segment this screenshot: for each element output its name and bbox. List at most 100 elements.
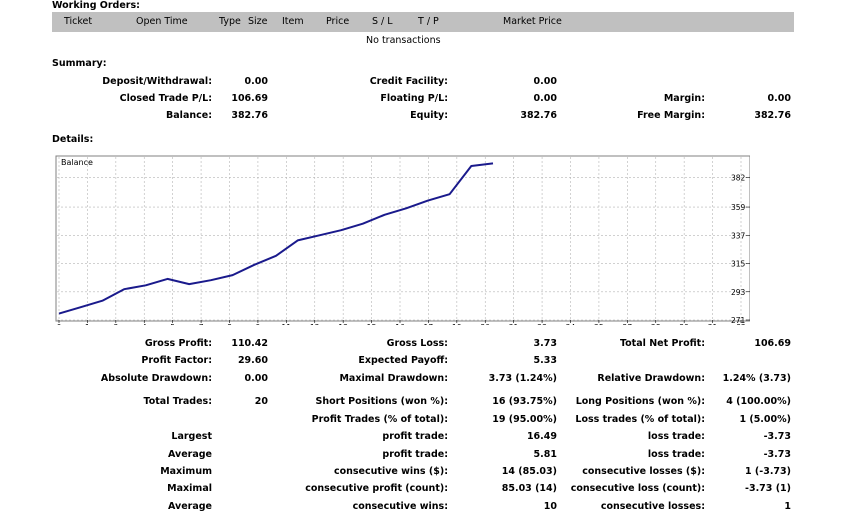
summary-label: Deposit/Withdrawal:: [102, 76, 212, 87]
chart-title: Balance: [61, 158, 93, 167]
stat-value: 1 (-3.73): [745, 466, 791, 477]
x-tick-label: 31: [708, 323, 718, 325]
x-tick-label: 13: [338, 323, 348, 325]
summary-value: 0.00: [244, 76, 268, 87]
stat-value: 14 (85.03): [501, 466, 557, 477]
balance-chart: Balance 01345789111213151617192021232425…: [55, 155, 750, 325]
x-tick-label: 3: [113, 323, 118, 325]
summary-value: 382.76: [520, 110, 557, 121]
stat-label: Largest: [171, 431, 212, 442]
summary-label: Balance:: [166, 110, 212, 121]
stat-value: 110.42: [231, 338, 268, 349]
stat-label: Profit Factor:: [141, 355, 212, 366]
column-sl: S / L: [372, 16, 393, 27]
stat-label: consecutive profit (count):: [305, 483, 448, 494]
stat-label: Gross Profit:: [144, 338, 212, 349]
stat-label: consecutive wins ($):: [333, 466, 448, 477]
x-tick-label: 25: [594, 323, 604, 325]
stat-value: 16.49: [526, 431, 557, 442]
stat-label: consecutive wins:: [352, 501, 448, 512]
x-tick-label: 15: [367, 323, 377, 325]
stat-value: 20: [254, 396, 268, 407]
stat-label: profit trade:: [382, 431, 448, 442]
stat-value: 1: [784, 501, 791, 512]
details-title: Details:: [52, 134, 94, 145]
stat-label: consecutive loss (count):: [570, 483, 705, 494]
stat-label: consecutive losses:: [600, 501, 705, 512]
x-tick-label: 16: [395, 323, 405, 325]
stat-label: Expected Payoff:: [358, 355, 448, 366]
summary-value: 382.76: [231, 110, 268, 121]
stat-label: Loss trades (% of total):: [575, 414, 705, 425]
column-market-price: Market Price: [503, 16, 562, 27]
stat-label: Long Positions (won %):: [575, 396, 705, 407]
x-tick-label: 0: [57, 323, 62, 325]
column-tp: T / P: [418, 16, 439, 27]
y-tick-label: 382: [731, 174, 746, 183]
stat-value: 5.81: [533, 449, 557, 460]
stat-label: Average: [168, 449, 212, 460]
x-tick-label: 21: [509, 323, 519, 325]
stat-value: 85.03 (14): [501, 483, 557, 494]
x-tick-label: 24: [566, 323, 576, 325]
working-orders-title: Working Orders:: [52, 0, 140, 11]
summary-value: 0.00: [767, 93, 791, 104]
stat-value: 1.24% (3.73): [722, 373, 791, 384]
stat-label: profit trade:: [382, 449, 448, 460]
y-tick-label: 315: [731, 260, 746, 269]
x-tick-label: 8: [227, 323, 232, 325]
x-tick-label: 12: [310, 323, 320, 325]
y-tick-label: 293: [731, 288, 746, 297]
y-tick-label: 337: [731, 231, 746, 240]
x-tick-label: 23: [537, 323, 547, 325]
stat-label: Maximal Drawdown:: [339, 373, 448, 384]
stat-value: 16 (93.75%): [492, 396, 557, 407]
y-tick-label: 271: [731, 316, 746, 325]
x-tick-label: 17: [424, 323, 434, 325]
stat-label: Total Trades:: [143, 396, 213, 407]
stat-value: -3.73: [763, 431, 791, 442]
stat-value: 5.33: [533, 355, 557, 366]
stat-value: 4 (100.00%): [726, 396, 791, 407]
stat-label: Maximal: [167, 483, 212, 494]
stat-label: Absolute Drawdown:: [100, 373, 212, 384]
x-tick-label: 19: [452, 323, 462, 325]
stat-label: loss trade:: [647, 449, 705, 460]
working-orders-header: Ticket Open Time Type Size Item Price S …: [52, 12, 794, 32]
column-open-time: Open Time: [136, 16, 188, 27]
column-type: Type: [219, 16, 241, 27]
stat-label: consecutive losses ($):: [582, 466, 705, 477]
stat-label: Total Net Profit:: [619, 338, 705, 349]
stat-value: -3.73 (1): [745, 483, 791, 494]
stat-label: Profit Trades (% of total):: [311, 414, 448, 425]
summary-value: 0.00: [533, 93, 557, 104]
stat-value: 106.69: [754, 338, 791, 349]
stat-value: 10: [543, 501, 557, 512]
stat-label: loss trade:: [647, 431, 705, 442]
summary-value: 0.00: [533, 76, 557, 87]
x-tick-label: 32: [736, 323, 746, 325]
column-price: Price: [326, 16, 350, 27]
stat-label: Gross Loss:: [386, 338, 448, 349]
summary-label: Free Margin:: [637, 110, 705, 121]
summary-label: Equity:: [410, 110, 448, 121]
summary-title: Summary:: [52, 58, 107, 69]
x-tick-label: 1: [85, 323, 90, 325]
stat-value: 0.00: [244, 373, 268, 384]
x-tick-label: 7: [199, 323, 204, 325]
summary-value: 382.76: [754, 110, 791, 121]
stat-value: 19 (95.00%): [492, 414, 557, 425]
summary-value: 106.69: [231, 93, 268, 104]
column-ticket: Ticket: [64, 16, 93, 27]
x-tick-label: 27: [623, 323, 633, 325]
x-tick-label: 29: [679, 323, 689, 325]
stat-label: Short Positions (won %):: [315, 396, 449, 407]
column-size: Size: [248, 16, 268, 27]
balance-series-line: [58, 162, 494, 315]
x-tick-label: 20: [480, 323, 490, 325]
no-transactions-text: No transactions: [366, 35, 441, 46]
stat-value: 29.60: [237, 355, 268, 366]
x-tick-label: 5: [170, 323, 175, 325]
stat-value: -3.73: [763, 449, 791, 460]
x-tick-label: 11: [282, 323, 292, 325]
